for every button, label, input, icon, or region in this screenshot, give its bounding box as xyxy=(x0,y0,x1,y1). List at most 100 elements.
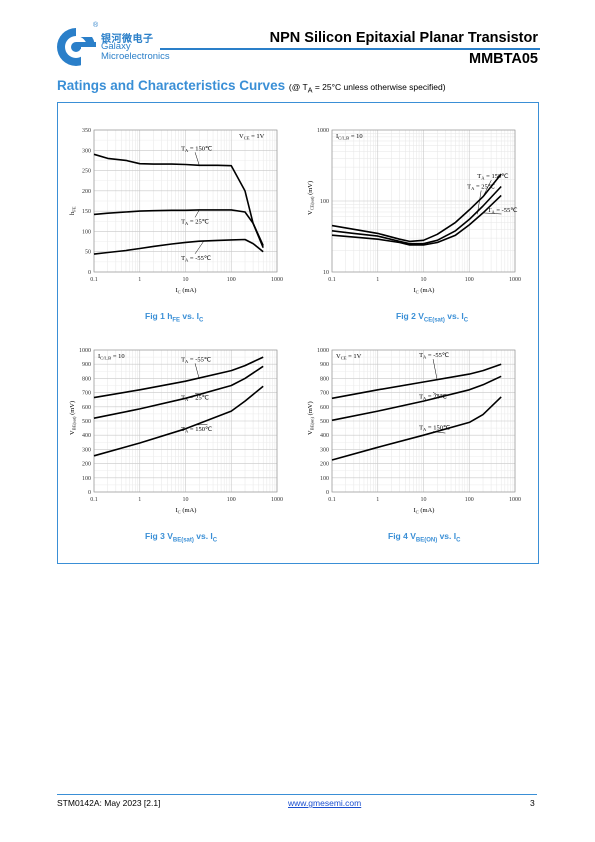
plot-area-border xyxy=(331,349,516,493)
series-line-0 xyxy=(93,356,264,399)
page-number: 3 xyxy=(530,798,535,808)
series-leader-2 xyxy=(483,212,502,215)
series-label-0: TA = 150℃ xyxy=(181,145,213,152)
cap4-d: C xyxy=(456,537,461,544)
y-tick-label: 50 xyxy=(85,250,91,256)
logo-line1: Galaxy xyxy=(101,41,131,52)
cap4-b: BE(ON) xyxy=(415,537,438,544)
x-tick-label: 100 xyxy=(465,277,474,283)
series-label-2: TA = 150℃ xyxy=(419,425,451,433)
cap1-c: vs. I xyxy=(180,311,199,321)
y-tick-label: 600 xyxy=(320,405,329,411)
y-tick-label: 100 xyxy=(82,476,91,482)
chart-annotation: VCE = 1V xyxy=(336,353,362,361)
cap2-d: C xyxy=(463,317,469,324)
x-axis-label: IC (mA) xyxy=(414,287,435,295)
series-leader-1 xyxy=(194,209,200,218)
x-axis-label: IC (mA) xyxy=(176,507,197,515)
series-leader-0 xyxy=(194,152,200,166)
y-tick-label: 10 xyxy=(323,270,329,276)
caption-fig2: Fig 2 VCE(sat) vs. IC xyxy=(396,311,468,324)
x-tick-label: 10 xyxy=(183,277,189,283)
x-tick-label: 1000 xyxy=(509,497,521,503)
series-label-1: TA = 25℃ xyxy=(467,183,496,191)
cap3-a: Fig 3 V xyxy=(145,531,173,541)
y-tick-label: 1000 xyxy=(317,348,329,354)
figures-frame xyxy=(57,102,539,564)
caption-fig3: Fig 3 VBE(sat) vs. IC xyxy=(145,531,217,544)
y-axis-label: VBE(sat) (mV) xyxy=(69,401,77,435)
cap2-a: Fig 2 V xyxy=(396,311,424,321)
cap3-b: BE(sat) xyxy=(172,537,194,544)
y-axis-label: VBE(on) (mV) xyxy=(307,401,315,435)
series-label-2: TA = -55℃ xyxy=(181,255,212,262)
y-tick-label: 0 xyxy=(88,490,91,496)
series-line-2 xyxy=(93,385,264,457)
x-tick-label: 0.1 xyxy=(328,277,336,283)
series-label-1: TA = 25℃ xyxy=(181,395,210,403)
section-title-text: Ratings and Characteristics Curves xyxy=(57,78,286,93)
caption-fig1: Fig 1 hFE vs. IC xyxy=(145,311,203,324)
chart-fig4: 0.1 1 10 100 1000 0 100 200 300 400 500 600 700 800 90… xyxy=(307,348,521,515)
y-tick-label: 1000 xyxy=(79,348,91,354)
y-tick-label: 400 xyxy=(82,433,91,439)
section-title: Ratings and Characteristics Curves (@ TA… xyxy=(57,78,446,95)
y-tick-label: 700 xyxy=(82,391,91,397)
x-tick-label: 100 xyxy=(227,497,236,503)
x-tick-label: 100 xyxy=(465,497,474,503)
galaxy-logo-icon xyxy=(57,28,98,67)
series-leader-2 xyxy=(433,431,446,434)
footer-doc: STM0142A: May 2023 [2.1] xyxy=(57,798,161,808)
cond-sub: A xyxy=(307,86,313,95)
plot-area-border xyxy=(93,129,278,273)
x-tick-label: 10 xyxy=(421,277,427,283)
cap2-c: vs. I xyxy=(444,311,464,321)
registered-mark: ® xyxy=(93,22,99,29)
chart-fig3: 0.1 1 10 100 1000 0 100 200 300 400 500 600 700 800 90… xyxy=(69,348,283,515)
cap4-a: Fig 4 V xyxy=(388,531,416,541)
y-axis-label: hFE xyxy=(69,206,77,215)
cap1-d: C xyxy=(198,317,204,324)
series-line-1 xyxy=(331,375,502,422)
y-tick-label: 350 xyxy=(82,128,91,134)
series-leader-2 xyxy=(194,241,204,254)
x-tick-label: 10 xyxy=(421,497,427,503)
x-tick-label: 1000 xyxy=(509,277,521,283)
series-line-1 xyxy=(331,185,502,245)
y-tick-label: 400 xyxy=(320,433,329,439)
series-leader-1 xyxy=(477,190,482,215)
series-line-1 xyxy=(93,209,264,249)
cap2-b: CE(sat) xyxy=(423,317,445,324)
x-tick-label: 100 xyxy=(227,277,236,283)
y-tick-label: 0 xyxy=(88,270,91,276)
y-tick-label: 900 xyxy=(82,362,91,368)
y-tick-label: 600 xyxy=(82,405,91,411)
series-label-2: TA = 150℃ xyxy=(181,426,213,434)
y-tick-label: 1000 xyxy=(317,128,329,134)
series-label-0: TA = -55℃ xyxy=(181,356,212,364)
series-label-0: TA = -55℃ xyxy=(419,352,450,360)
x-tick-label: 1 xyxy=(376,277,379,283)
y-tick-label: 150 xyxy=(82,209,91,215)
header-rule xyxy=(160,48,540,50)
chart-annotation: VCE = 1V xyxy=(239,133,265,141)
x-tick-label: 0.1 xyxy=(90,277,98,283)
y-tick-label: 100 xyxy=(82,229,91,235)
chart-fig2: 0.1 1 10 100 1000 10 100 1000 TA = 150℃ TA = 25℃ T… xyxy=(307,128,521,295)
series-label-1: TA = 25℃ xyxy=(419,393,448,401)
series-line-1 xyxy=(93,365,264,419)
footer-url-link[interactable]: www.gmesemi.com xyxy=(288,798,362,808)
cap3-d: C xyxy=(212,537,218,544)
series-line-0 xyxy=(331,173,502,243)
cap4-c: vs. I xyxy=(437,531,457,541)
x-tick-label: 0.1 xyxy=(328,497,336,503)
series-line-2 xyxy=(331,396,502,461)
series-label-0: TA = 150℃ xyxy=(477,173,509,181)
cap1-a: Fig 1 h xyxy=(145,311,173,321)
series-leader-0 xyxy=(432,359,438,381)
cond-rest: = 25°C unless otherwise specified) xyxy=(312,82,446,92)
series-label-1: TA = 25℃ xyxy=(181,218,210,226)
x-axis-label: IC (mA) xyxy=(414,507,435,515)
x-axis-label: IC (mA) xyxy=(176,287,197,295)
y-tick-label: 200 xyxy=(82,462,91,468)
